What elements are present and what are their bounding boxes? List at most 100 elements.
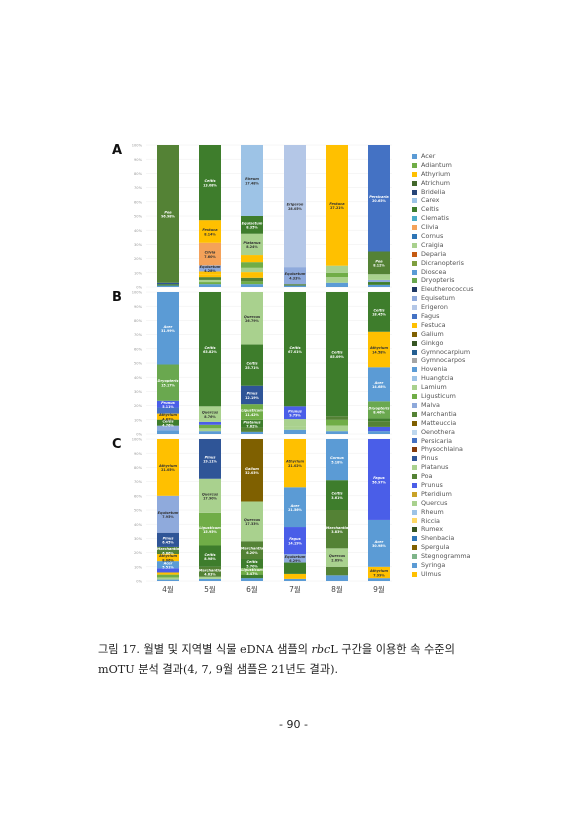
legend-item: Marchantia	[412, 410, 474, 419]
legend-label: Dryopteris	[421, 276, 455, 285]
y-tick-label: 60%	[134, 200, 143, 204]
legend-swatch	[412, 162, 417, 168]
segment-percent-label: 17.90%	[203, 497, 217, 501]
bar-segment	[199, 271, 221, 275]
bar-segment	[326, 431, 348, 434]
legend-item: Huangtcia	[412, 374, 474, 383]
legend-label: Marchantia	[421, 409, 457, 418]
segment-percent-label: 17.48%	[245, 181, 259, 185]
segment-genus-label: Ligusticum	[241, 568, 263, 572]
legend-label: Clivia	[421, 223, 439, 232]
bar-segment	[326, 566, 348, 576]
legend-swatch	[412, 465, 417, 471]
stacked-bar-chart: A0%10%20%30%40%50%60%70%80%90%100%Poa96.…	[112, 143, 392, 594]
legend-label: Craigia	[421, 240, 444, 249]
segment-percent-label: 6.29%	[289, 559, 301, 563]
legend-swatch	[412, 358, 417, 364]
legend-label: Prunus	[421, 480, 443, 489]
bar-segment	[241, 255, 263, 263]
bar-segment	[157, 364, 179, 401]
bar-segment	[368, 367, 390, 402]
bar-segment	[157, 577, 179, 580]
legend-swatch	[412, 287, 417, 293]
legend-swatch	[412, 171, 417, 177]
y-tick-label: 40%	[134, 523, 143, 527]
bar-segment	[157, 284, 179, 286]
legend-item: Deparia	[412, 250, 474, 259]
segment-percent-label: 8.35%	[246, 226, 258, 230]
bar-segment	[241, 344, 263, 386]
legend-item: Ulmus	[412, 570, 474, 579]
segment-percent-label: 7.99%	[373, 573, 385, 577]
legend-label: Stegnogramma	[421, 552, 471, 561]
legend-item: Equisetum	[412, 294, 474, 303]
bar-segment	[199, 292, 221, 407]
chart-legend: Acer Adiantum Athyrium Atrichum Bridelia Care…	[412, 152, 474, 579]
legend-item: Clematis	[412, 214, 474, 223]
legend-swatch	[412, 491, 417, 497]
segment-percent-label: 3.47%	[246, 572, 258, 576]
y-tick-label: 50%	[134, 362, 143, 366]
bar-segment	[199, 424, 221, 429]
legend-item: Fagus	[412, 312, 474, 321]
segment-genus-label: Equisetum	[242, 221, 263, 225]
segment-percent-label: 19.11%	[203, 460, 217, 464]
segment-genus-label: Ligusticum	[241, 409, 263, 413]
segment-genus-label: Quercus	[202, 411, 218, 415]
segment-percent-label: 21.05%	[161, 468, 175, 472]
legend-label: Atrichum	[421, 178, 451, 187]
y-tick-label: 70%	[134, 333, 143, 337]
bar-segment	[241, 233, 263, 256]
segment-percent-label: 4.82%	[162, 417, 174, 421]
segment-percent-label: 8.24%	[246, 245, 258, 249]
bar-segment	[241, 439, 263, 502]
bar-segment	[199, 284, 221, 287]
bar-segment	[284, 578, 306, 581]
segment-percent-label: 96.98%	[161, 215, 175, 219]
bar-segment	[284, 292, 306, 407]
legend-label: Dioscea	[421, 267, 447, 276]
legend-swatch	[412, 269, 417, 275]
bar-segment	[241, 277, 263, 282]
legend-item: Athyrium	[412, 170, 474, 179]
segment-percent-label: 8.14%	[204, 232, 216, 236]
bar-segment	[199, 439, 221, 479]
segment-percent-label: 63.82%	[203, 350, 217, 354]
bar-segment	[157, 282, 179, 285]
legend-label: Pteridium	[421, 489, 452, 498]
bar-segment	[326, 292, 348, 417]
legend-item: Persicaria	[412, 437, 474, 446]
segment-genus-label: Fagus	[373, 476, 384, 480]
segment-genus-label: Festuca	[329, 202, 345, 206]
legend-label: Equisetum	[421, 294, 455, 303]
segment-percent-label: 6.45%	[162, 541, 174, 545]
bar-segment	[326, 548, 348, 567]
segment-percent-label: 2.69%	[331, 558, 343, 562]
bar-segment	[241, 558, 263, 569]
segment-genus-label: Celtis	[289, 346, 300, 350]
legend-item: Syringa	[412, 561, 474, 570]
segment-genus-label: Quercus	[244, 518, 260, 522]
legend-swatch	[412, 233, 417, 239]
bar-segment	[157, 400, 179, 408]
segment-genus-label: Ligusticum	[199, 526, 221, 530]
segment-genus-label: Celtis	[373, 308, 384, 312]
legend-item: Pteridium	[412, 490, 474, 499]
bar-segment	[368, 426, 390, 432]
bar-segment	[368, 331, 390, 368]
bar-segment	[368, 519, 390, 567]
legend-item: Dicranopteris	[412, 259, 474, 268]
legend-label: Malva	[421, 400, 440, 409]
bar-segment	[199, 512, 221, 546]
legend-item: Dioscea	[412, 268, 474, 277]
segment-percent-label: 21.02%	[288, 464, 302, 468]
legend-swatch	[412, 216, 417, 222]
page-number: - 90 -	[279, 718, 308, 731]
bar-segment	[199, 277, 221, 280]
legend-item: Prunus	[412, 481, 474, 490]
legend-label: Ginkgo	[421, 338, 444, 347]
legend-item: Celtis	[412, 205, 474, 214]
bar-segment	[199, 145, 221, 221]
bar-segment	[368, 566, 390, 579]
bar-segment	[241, 404, 263, 420]
